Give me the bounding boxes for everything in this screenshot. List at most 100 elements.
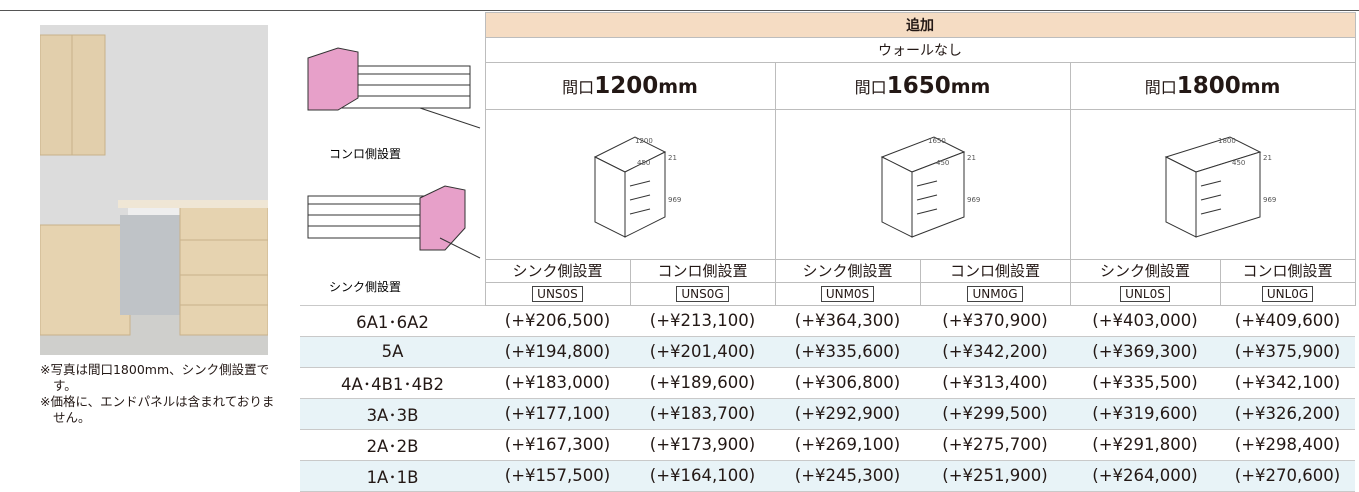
width-unit: mm	[658, 76, 698, 99]
dim: 1800	[1218, 137, 1236, 145]
price: (+¥201,400)	[630, 335, 775, 368]
price: (+¥173,900)	[630, 428, 775, 461]
product-code: UNM0S	[820, 285, 875, 302]
width-row: 間口1200mm 間口1650mm 間口1800mm	[300, 62, 1356, 111]
code-cell: UNL0G	[1219, 282, 1356, 306]
price: (+¥264,000)	[1070, 459, 1220, 492]
price: (+¥409,600)	[1220, 304, 1356, 337]
price: (+¥364,300)	[775, 304, 920, 337]
end-panel	[307, 46, 359, 110]
width-header: 間口1800mm	[1069, 62, 1356, 111]
top-rule	[0, 10, 1359, 11]
caption: ※価格に、エンドパネルは含まれておりません。	[40, 394, 275, 425]
code-row: UNS0S UNS0G UNM0S UNM0G UNL0S UNL0G	[300, 282, 1356, 306]
column-label: コンロ側設置	[629, 258, 776, 284]
price: (+¥342,100)	[1220, 366, 1356, 399]
dim: 969	[1263, 196, 1276, 204]
subtitle-row: コンロ側設置 シンク側設置 ウォールなし	[300, 36, 1356, 294]
drawer	[916, 180, 937, 187]
price: (+¥313,400)	[920, 366, 1070, 399]
left-blank	[300, 13, 485, 38]
model: 1A･1B	[300, 459, 485, 492]
width-header: 間口1650mm	[774, 62, 1071, 111]
code-cell: UNS0S	[484, 282, 631, 306]
price: (+¥335,500)	[1070, 366, 1220, 399]
price: (+¥251,900)	[920, 459, 1070, 492]
price: (+¥245,300)	[775, 459, 920, 492]
dim: 450	[1232, 159, 1245, 167]
drawer	[629, 208, 651, 215]
price-row: 6A1･6A2 (+¥206,500) (+¥213,100) (+¥364,300)…	[300, 304, 1356, 337]
product-code: UNS0G	[676, 285, 729, 302]
layout-cell: コンロ側設置 シンク側設置	[300, 38, 485, 306]
price-row: 3A･3B (+¥177,100) (+¥183,700) (+¥292,900) (+…	[300, 397, 1356, 430]
layout-label: シンク側設置	[329, 279, 401, 294]
dim: 1200	[635, 137, 653, 145]
product-code: UNL0G	[1261, 285, 1314, 302]
price: (+¥189,600)	[630, 366, 775, 399]
captions: ※写真は間口1800mm、シンク側設置です。 ※価格に、エンドパネルは含まれてお…	[40, 362, 275, 426]
column-label: コンロ側設置	[1219, 258, 1356, 284]
price: (+¥167,300)	[485, 428, 630, 461]
width-size: 1200	[594, 73, 659, 100]
price: (+¥369,300)	[1070, 335, 1220, 368]
cabinet-side	[1195, 151, 1261, 239]
price: (+¥157,500)	[485, 459, 630, 492]
kitchen-drawing	[307, 46, 481, 128]
cabinet-diagram: 1650 450 21 969	[880, 136, 980, 239]
cabinet-side	[911, 151, 964, 239]
dim: 969	[967, 196, 980, 204]
price: (+¥299,500)	[920, 397, 1070, 430]
column-label: コンロ側設置	[919, 258, 1071, 284]
column-label: シンク側設置	[1069, 258, 1221, 284]
product-code: UNS0S	[532, 285, 583, 302]
cabinet	[307, 203, 439, 238]
layout-label: コンロ側設置	[329, 146, 401, 161]
price: (+¥206,500)	[485, 304, 630, 337]
diagram-row: 1200 450 21 969 1650 450 21 969 1800 450 21 969	[300, 109, 1356, 260]
width-size: 1650	[886, 73, 951, 100]
drawer	[1200, 180, 1221, 187]
drawer	[629, 180, 651, 187]
code-cell: UNM0G	[919, 282, 1071, 306]
price-table: 追加 コンロ側設置 シンク側設置 ウォールなし 間口1200mm 間口1650mm 間口18…	[300, 12, 1356, 492]
column-label: シンク側設置	[774, 258, 921, 284]
price: (+¥183,700)	[630, 397, 775, 430]
model: 4A･4B1･4B2	[300, 366, 485, 399]
cabinet-diagram: 1200 450 21 969	[593, 136, 681, 239]
price: (+¥375,900)	[1220, 335, 1356, 368]
drawer	[629, 194, 651, 201]
subtitle: ウォールなし	[484, 36, 1356, 64]
price-row: 1A･1B (+¥157,500) (+¥164,100) (+¥245,300) (+…	[300, 459, 1356, 492]
width-unit: mm	[950, 76, 991, 99]
dim: 21	[1263, 154, 1272, 162]
model: 2A･2B	[300, 428, 485, 461]
kitchen-drawing	[307, 184, 481, 258]
price: (+¥319,600)	[1070, 397, 1220, 430]
dim: 450	[936, 159, 949, 167]
price: (+¥164,100)	[630, 459, 775, 492]
photo	[40, 25, 268, 355]
code-cell: UNL0S	[1069, 282, 1221, 306]
table-title: 追加	[484, 12, 1356, 38]
price: (+¥194,800)	[485, 335, 630, 368]
price: (+¥183,000)	[485, 366, 630, 399]
price: (+¥292,900)	[775, 397, 920, 430]
cabinet-side	[624, 151, 666, 239]
counter	[307, 195, 439, 204]
price: (+¥326,200)	[1220, 397, 1356, 430]
dim: 21	[668, 154, 677, 162]
cabinet-diagram: 1800 450 21 969	[1164, 136, 1276, 239]
price: (+¥291,800)	[1070, 428, 1220, 461]
price: (+¥370,900)	[920, 304, 1070, 337]
width-prefix: 間口	[1144, 78, 1177, 98]
drawer	[1200, 194, 1221, 201]
dim: 21	[967, 154, 976, 162]
diagram-cell: 1800 450 21 969	[1069, 109, 1356, 260]
product-code: UNL0S	[1120, 285, 1170, 302]
end-panel	[419, 184, 466, 250]
cabinet	[339, 73, 471, 108]
price: (+¥275,700)	[920, 428, 1070, 461]
dim: 1650	[928, 137, 946, 145]
